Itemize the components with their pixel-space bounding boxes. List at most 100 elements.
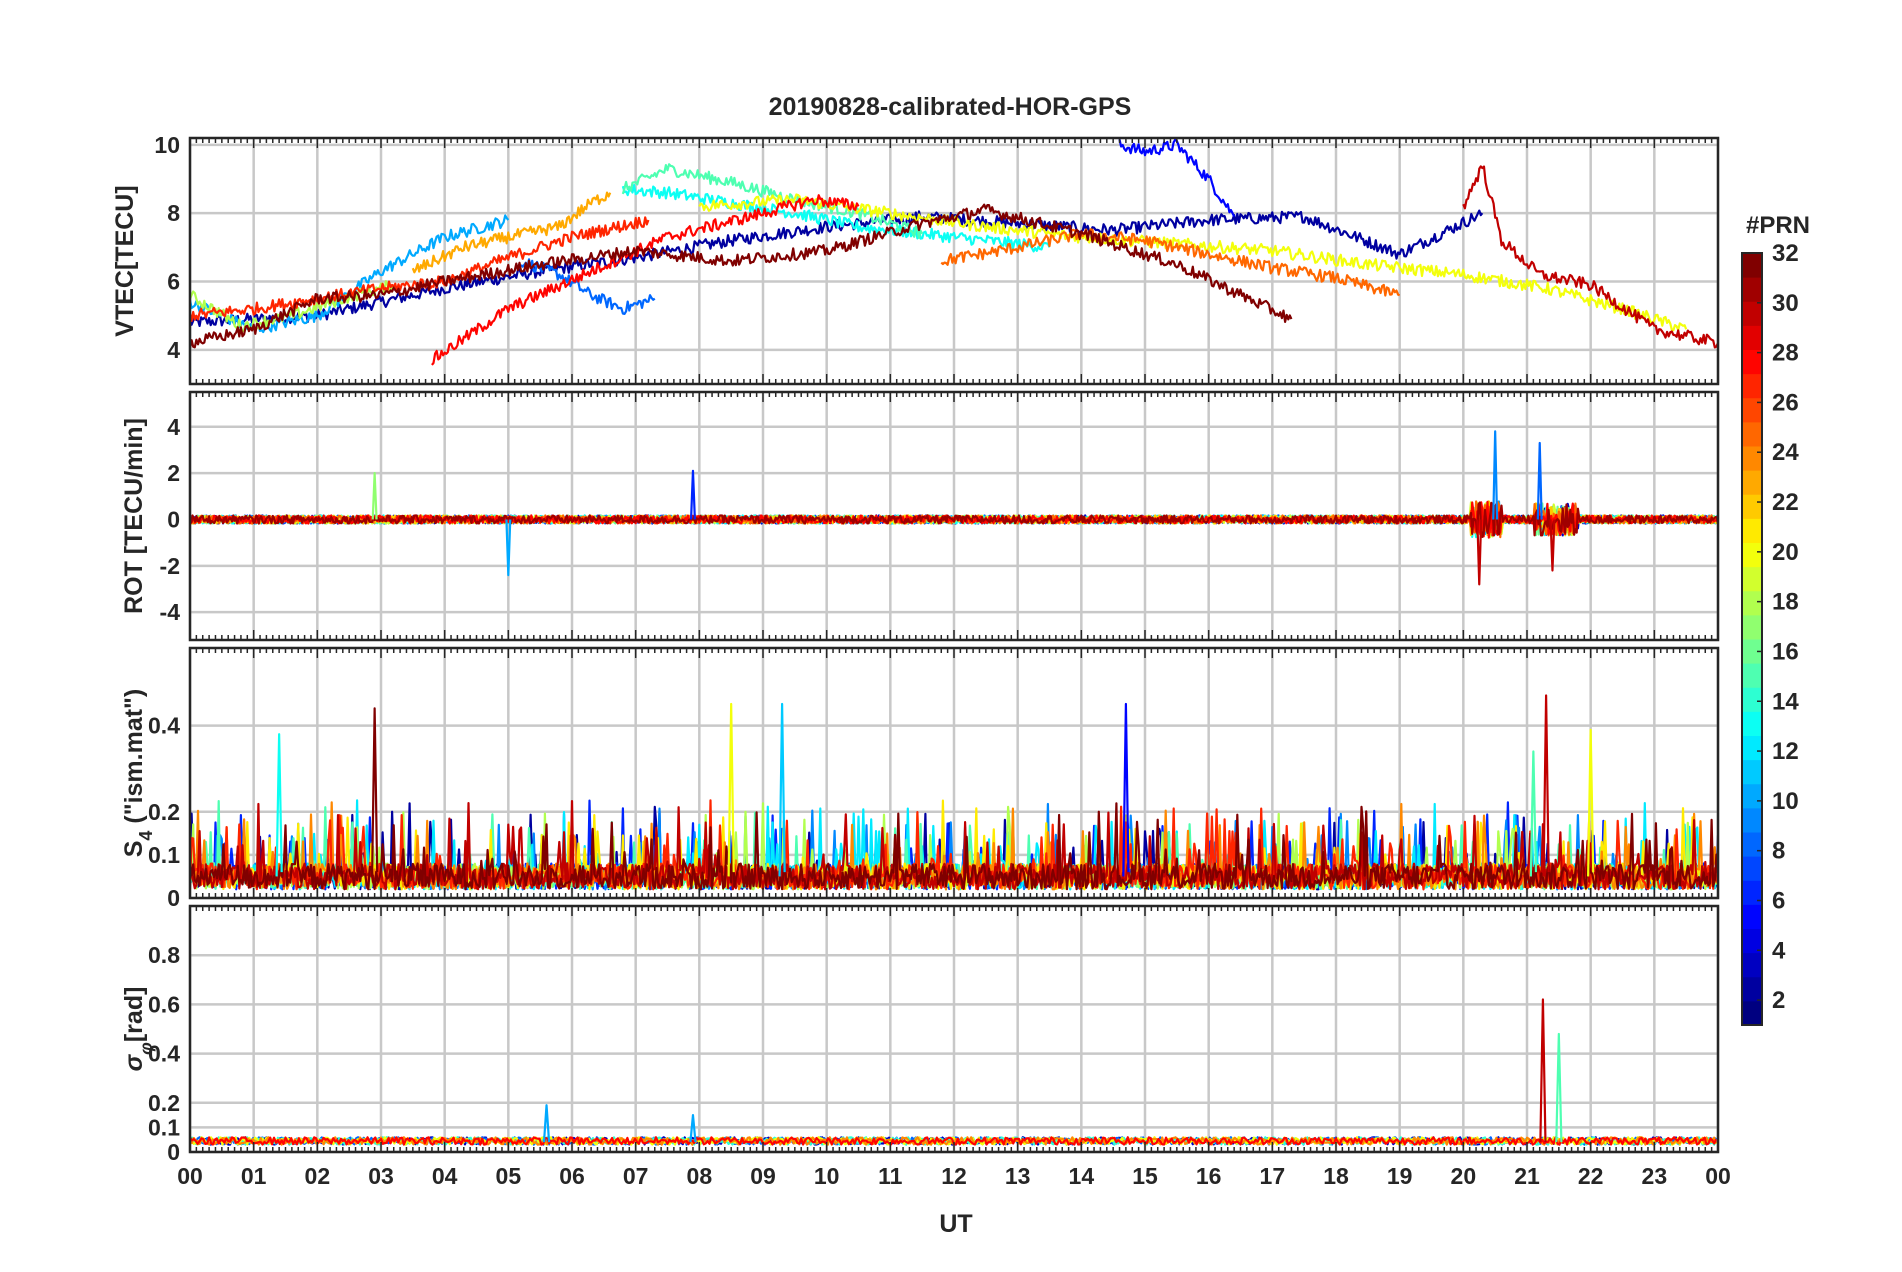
panel-s4-plot	[190, 694, 1718, 891]
colorbar-tick-label: 6	[1772, 887, 1785, 914]
colorbar-segment	[1742, 1000, 1762, 1026]
colorbar-segment	[1742, 976, 1762, 1002]
colorbar-segment	[1742, 832, 1762, 857]
panel-s4-ticks	[189, 648, 1719, 898]
y-tick-label: 2	[167, 460, 180, 486]
panel-vtec-ylabel: VTEC[TECU]	[111, 185, 139, 336]
colorbar-tick-label: 28	[1772, 340, 1799, 367]
colorbar-tick-label: 32	[1772, 240, 1799, 267]
colorbar-segment	[1742, 470, 1762, 495]
x-tick-label: 04	[432, 1163, 458, 1189]
colorbar-segment	[1742, 759, 1762, 785]
x-tick-label: 12	[941, 1163, 967, 1189]
x-tick-label: 01	[241, 1163, 267, 1189]
burst-prn-9	[1492, 430, 1499, 520]
x-tick-label: 22	[1578, 1163, 1604, 1189]
colorbar-segment	[1742, 301, 1762, 326]
x-tick-label: 05	[496, 1163, 522, 1189]
series-prn-8	[520, 258, 656, 315]
peak-prn-13	[275, 733, 283, 877]
colorbar-segment	[1742, 807, 1762, 833]
peak-prn-10	[689, 1113, 697, 1143]
colorbar-segment	[1742, 711, 1762, 736]
peak-prn-30	[1539, 998, 1547, 1143]
colorbar-tick-label: 24	[1772, 439, 1799, 466]
burst-prn-30	[1549, 519, 1556, 572]
peak-prn-11	[778, 702, 786, 877]
panel-sigma_phi: 00.10.2 0.4 0.6 0.8 σφ[rad]	[120, 904, 1720, 1165]
panel-vtec-ticks	[189, 138, 1719, 384]
panel-s4-ylabel: S4 ("ism.mat")	[120, 689, 156, 858]
panel-rot-plot	[190, 430, 1718, 586]
series-prn-31	[190, 501, 1718, 539]
x-tick-label: 02	[305, 1163, 331, 1189]
x-tick-label: 06	[559, 1163, 585, 1189]
y-tick-label: 6	[167, 269, 180, 295]
colorbar-tick-label: 14	[1772, 688, 1799, 715]
y-tick-label: 0	[167, 506, 180, 532]
peak-prn-10	[542, 1104, 551, 1143]
series-prn-28	[190, 1136, 1718, 1146]
colorbar-segment	[1742, 518, 1762, 543]
shared-x-axis: 00 01 02 03 04 05 06 07 08 09 10 11 12 13 14 15 16 17 18 19…	[177, 1163, 1731, 1189]
peak-prn-32	[370, 707, 379, 877]
colorbar-frame	[1741, 252, 1763, 1026]
burst-prn-17	[371, 472, 378, 520]
x-tick-label: 23	[1642, 1163, 1668, 1189]
colorbar-tick-label: 2	[1772, 987, 1785, 1014]
colorbar-segment	[1742, 952, 1762, 978]
colorbar-segment	[1742, 325, 1762, 350]
colorbar-tick-label: 22	[1772, 489, 1799, 516]
x-tick-label: 00	[177, 1163, 203, 1189]
series-prn-5	[1118, 138, 1236, 218]
peak-prn-15	[1555, 1032, 1563, 1143]
x-axis-label: UT	[939, 1210, 972, 1238]
y-tick-label: 0.4	[148, 1041, 180, 1067]
panel-s4: 0 0.1 0.2 0.4S4 ("ism.mat")	[120, 646, 1720, 911]
colorbar-tick-label: 12	[1772, 738, 1799, 765]
y-tick-label: 10	[154, 132, 180, 158]
peak-prn-5	[1122, 702, 1130, 877]
y-tick-label: 0.1	[148, 1114, 180, 1140]
colorbar-segment	[1742, 735, 1762, 761]
peak-prn-20	[1587, 728, 1595, 877]
y-tick-label: -4	[160, 599, 181, 625]
colorbar-tick-label: 4	[1772, 937, 1786, 964]
y-tick-label: -2	[160, 553, 180, 579]
y-tick-label: 0.8	[148, 942, 180, 968]
x-tick-label: 03	[368, 1163, 394, 1189]
colorbar-tick-label: 16	[1772, 638, 1799, 665]
colorbar-title: #PRN	[1746, 212, 1810, 239]
peak-prn-20	[727, 702, 735, 877]
x-tick-label: 21	[1514, 1163, 1540, 1189]
colorbar-tick-label: 18	[1772, 589, 1799, 616]
colorbar-segment	[1742, 590, 1762, 616]
colorbar-segment	[1742, 277, 1762, 302]
x-tick-label: 09	[750, 1163, 776, 1189]
series-prn-30	[1462, 165, 1718, 349]
colorbar-segment	[1742, 663, 1762, 688]
x-tick-label: 13	[1005, 1163, 1031, 1189]
colorbar-segment	[1742, 397, 1762, 423]
colorbar-segment	[1742, 783, 1762, 809]
colorbar-tick-label: 20	[1772, 539, 1799, 566]
panel-sigma_phi-grid	[188, 906, 1720, 1154]
panel-sigma_phi-plot	[190, 998, 1718, 1146]
y-tick-label: 0.1	[148, 842, 180, 868]
colorbar-segment	[1742, 687, 1762, 712]
x-tick-label: 08	[687, 1163, 713, 1189]
panel-vtec: 4 6 8 10 VTEC[TECU]	[111, 132, 1720, 386]
series-prn-32	[190, 203, 1293, 349]
colorbar-segment	[1742, 494, 1762, 519]
colorbar-segment	[1742, 542, 1762, 568]
y-tick-label: 4	[167, 337, 180, 363]
burst-prn-10	[505, 519, 512, 577]
series-prn-25	[940, 228, 1401, 297]
colorbar-segment	[1742, 904, 1762, 929]
y-tick-label: 0.4	[148, 713, 180, 739]
x-tick-label: 16	[1196, 1163, 1222, 1189]
colorbar-tick-label: 30	[1772, 290, 1799, 317]
x-tick-label: 18	[1323, 1163, 1349, 1189]
peak-prn-15	[1529, 750, 1538, 877]
